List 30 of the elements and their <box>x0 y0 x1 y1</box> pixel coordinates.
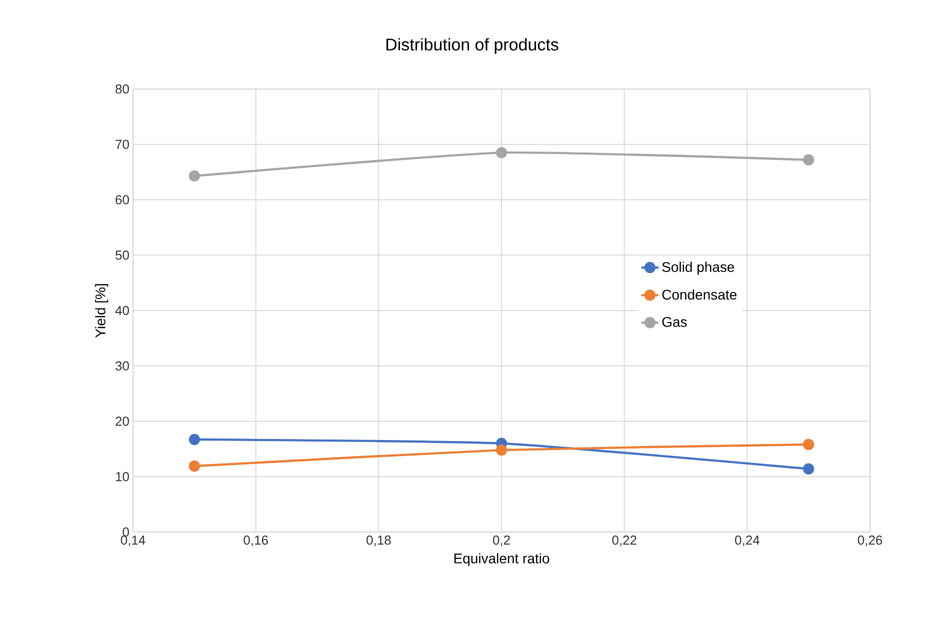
y-tick-label: 10 <box>116 472 129 482</box>
y-axis-title: Yield [%] <box>95 284 108 338</box>
point <box>496 147 508 158</box>
point <box>188 170 200 182</box>
legend-label: Solid phase <box>662 262 734 275</box>
x-tick-label: 0,16 <box>244 536 268 546</box>
x-tick-label: 0,14 <box>120 536 146 546</box>
x-tick-label: 0,22 <box>612 536 636 546</box>
point <box>496 444 508 456</box>
y-tick-label: 30 <box>116 361 129 370</box>
x-axis-title: Equivalent ratio <box>454 553 550 566</box>
x-tick-label: 0,18 <box>366 536 391 546</box>
y-tick-label: 0 <box>122 527 129 537</box>
point <box>802 154 814 166</box>
legend-label: Condensate <box>662 289 736 300</box>
y-tick-label: 40 <box>115 306 129 316</box>
y-tick-label: 60 <box>116 195 129 204</box>
y-tick-label: 50 <box>116 250 129 260</box>
y-tick-label: 70 <box>116 140 129 149</box>
legend-label: Gas <box>662 316 687 327</box>
x-tick-label: 0,2 <box>492 536 510 546</box>
y-tick-label: 80 <box>116 84 129 94</box>
point <box>802 463 814 474</box>
point <box>188 434 200 446</box>
chart-title: Distribution of products <box>386 38 558 54</box>
point <box>188 460 200 472</box>
x-tick-label: 0,24 <box>735 536 760 546</box>
point <box>802 438 814 450</box>
y-tick-label: 20 <box>116 416 129 426</box>
x-tick-label: 0,26 <box>858 536 882 546</box>
